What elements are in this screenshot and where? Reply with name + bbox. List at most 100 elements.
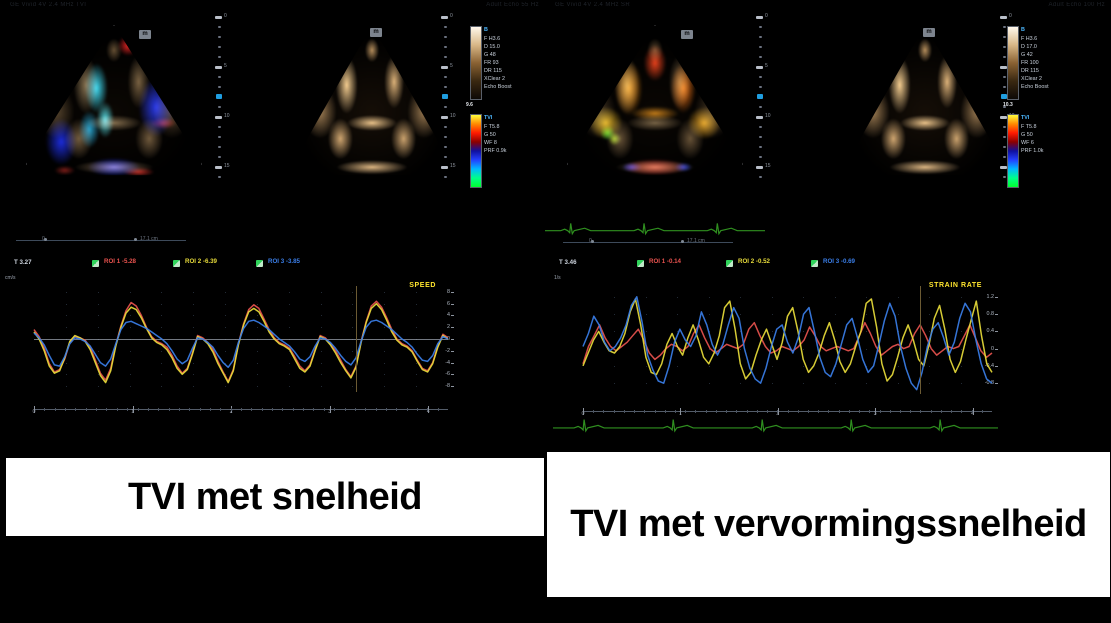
time-axis-minor-tick <box>664 410 666 413</box>
depth-tick <box>215 116 222 119</box>
grid-dot <box>960 331 962 333</box>
roi-3-marker-icon[interactable] <box>256 260 263 267</box>
depth-tick <box>1000 66 1007 69</box>
time-axis-minor-tick <box>644 410 646 413</box>
grid-dot <box>708 348 710 350</box>
depth-tick <box>759 76 762 78</box>
time-axis-minor-tick <box>634 410 636 413</box>
depth-tick <box>759 36 762 38</box>
time-axis-tick <box>972 408 974 415</box>
time-axis-left: 0 1 2 3 4 <box>4 404 454 416</box>
grid-dot <box>866 348 868 350</box>
time-axis-minor-tick <box>44 408 46 411</box>
depth-tick <box>444 156 447 158</box>
grid-dot <box>771 314 773 316</box>
time-axis-minor-tick <box>736 410 738 413</box>
grid-dot <box>645 331 647 333</box>
grid-dot <box>416 386 418 388</box>
y-axis-tick <box>451 362 454 364</box>
grid-dot <box>352 291 354 293</box>
roi-2-label[interactable]: ROI 2 -0.52 <box>738 258 770 265</box>
depth-tick <box>218 106 221 108</box>
tvi-velocity-color-sector[interactable]: m <box>14 14 214 194</box>
depth-tick <box>444 56 447 58</box>
grid-dot <box>193 362 195 364</box>
grid-dot <box>897 365 899 367</box>
depth-tick <box>218 56 221 58</box>
ultrasound-header-right: GE Vivid 4V 2.4 MHz SR Adult Echo 100 Hz <box>555 2 1105 14</box>
b-mode-sector-right[interactable]: m <box>835 14 1015 194</box>
depth-ruler-right: 0 5 10 15 <box>753 13 779 178</box>
grid-dot <box>225 327 227 329</box>
time-axis-minor-tick <box>971 410 973 413</box>
bmode-row-2: G 48 <box>484 52 496 58</box>
grid-dot <box>288 291 290 293</box>
ecg-strip-sector-right <box>545 222 765 238</box>
time-axis-minor-tick <box>147 408 149 411</box>
roi-2-marker-icon[interactable] <box>173 260 180 267</box>
grid-dot <box>320 374 322 376</box>
depth-tick <box>756 16 763 19</box>
depth-label: 5 <box>224 63 227 69</box>
time-axis-tick-label: 3 <box>328 409 332 415</box>
time-axis-tick <box>231 406 233 413</box>
time-axis-minor-tick <box>848 410 850 413</box>
roi-3-label[interactable]: ROI 3 -0.69 <box>823 258 855 265</box>
time-axis-tick-label: 0 <box>581 411 585 417</box>
depth-tick <box>759 106 762 108</box>
roi-1-marker-icon[interactable] <box>92 260 99 267</box>
time-axis-minor-tick <box>323 408 325 411</box>
y-axis-tick-label: -8 <box>445 383 450 390</box>
grid-dot <box>97 315 99 317</box>
time-value: T 3.46 <box>559 259 577 266</box>
bmode-row-6: Echo Boost <box>484 84 512 90</box>
focus-marker-icon <box>442 94 448 99</box>
m-badge: m <box>370 28 382 37</box>
time-axis-minor-tick <box>365 408 367 411</box>
grid-dot <box>225 386 227 388</box>
depth-tick <box>1003 136 1006 138</box>
time-axis-minor-tick <box>282 408 284 411</box>
grid-dot <box>288 386 290 388</box>
depth-tick <box>1003 46 1006 48</box>
bmode-row-1: D 15.0 <box>484 44 500 50</box>
m-badge: m <box>139 30 151 39</box>
grid-dot <box>866 331 868 333</box>
depth-tick <box>444 36 447 38</box>
depth-tick <box>215 166 222 169</box>
y-axis-tick <box>451 386 454 388</box>
grid-dot <box>929 383 931 385</box>
grid-dot <box>960 296 962 298</box>
grid-dot <box>129 315 131 317</box>
velocity-trace-plot[interactable]: cm/s SPEED 8 6 4 2 0 -2 -4 -6 -8 <box>4 275 454 404</box>
time-axis-minor-tick <box>116 408 118 411</box>
time-cursor[interactable] <box>919 286 921 394</box>
roi-1-label[interactable]: ROI 1 -0.14 <box>649 258 681 265</box>
roi-2-label[interactable]: ROI 2 -6.39 <box>185 258 217 265</box>
time-axis-minor-tick <box>220 408 222 411</box>
grid-dot <box>614 383 616 385</box>
time-axis-minor-tick <box>623 410 625 413</box>
y-axis-tick <box>451 374 454 376</box>
roi-2-marker-icon[interactable] <box>726 260 733 267</box>
y-axis-tick <box>995 296 998 298</box>
depth-tick <box>441 16 448 19</box>
time-axis-minor-tick <box>168 408 170 411</box>
grid-dot <box>929 331 931 333</box>
roi-3-label[interactable]: ROI 3 -3.85 <box>268 258 300 265</box>
time-cursor[interactable] <box>356 286 358 392</box>
time-axis-minor-tick <box>230 408 232 411</box>
depth-tick <box>218 76 221 78</box>
roi-3-marker-icon[interactable] <box>811 260 818 267</box>
strain-rate-color-sector[interactable]: m <box>555 14 755 194</box>
time-axis-minor-tick <box>777 410 779 413</box>
grid-dot <box>897 296 899 298</box>
time-axis-minor-tick <box>106 408 108 411</box>
roi-1-label[interactable]: ROI 1 -5.28 <box>104 258 136 265</box>
roi-1-marker-icon[interactable] <box>637 260 644 267</box>
strain-rate-trace-plot[interactable]: 1/s STRAIN RATE 1.2 0.8 0.4 0 -0.4 -0.8 <box>553 275 998 406</box>
b-mode-sector-left[interactable]: m <box>282 14 462 194</box>
time-axis-minor-tick <box>807 410 809 413</box>
grid-dot <box>897 314 899 316</box>
depth-tick <box>1003 176 1006 178</box>
